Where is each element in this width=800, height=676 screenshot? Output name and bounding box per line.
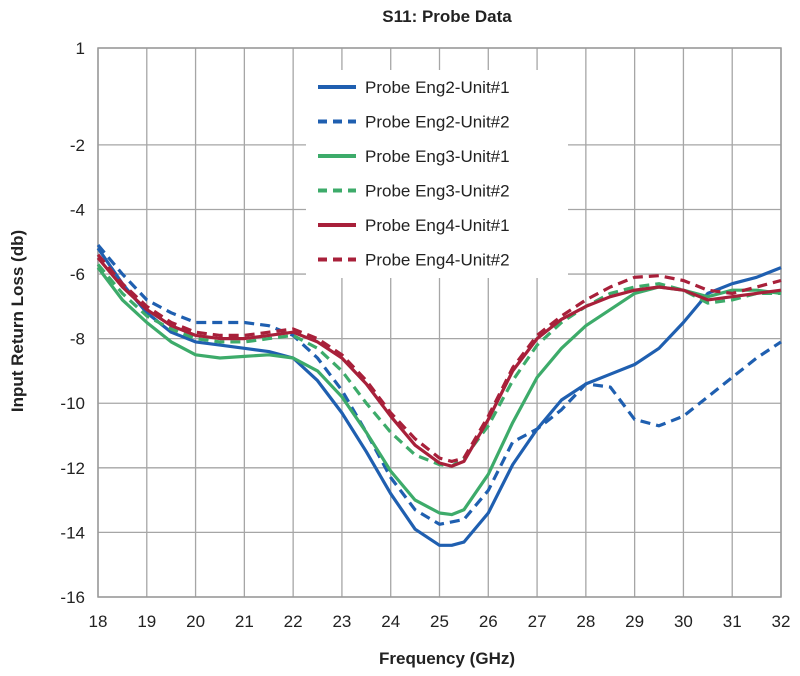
x-tick-label: 19 [137, 612, 156, 631]
series-line-1 [96, 247, 782, 547]
x-tick-label: 27 [528, 612, 547, 631]
series-line-2 [96, 243, 782, 526]
y-tick-label: 1 [76, 39, 85, 58]
y-axis-ticks: 1 -2 -4 -6 -8 -10 -12 -14 -16 [60, 39, 85, 607]
x-tick-label: 22 [284, 612, 303, 631]
x-tick-label: 21 [235, 612, 254, 631]
y-tick-label: -4 [70, 200, 85, 219]
y-tick-label: -16 [60, 588, 85, 607]
legend: Probe Eng2-Unit#1 Probe Eng2-Unit#2 Probe … [306, 70, 568, 278]
legend-label-6: Probe Eng4-Unit#2 [365, 251, 510, 270]
plot-frame [97, 47, 782, 598]
legend-label-1: Probe Eng2-Unit#1 [365, 78, 510, 97]
x-tick-label: 18 [89, 612, 108, 631]
series-line-5 [96, 256, 782, 468]
series-lines [96, 243, 782, 547]
y-tick-label: -14 [60, 523, 85, 542]
x-tick-label: 25 [430, 612, 449, 631]
legend-label-3: Probe Eng3-Unit#1 [365, 147, 510, 166]
x-tick-label: 30 [674, 612, 693, 631]
series-line-4 [96, 263, 781, 468]
chart-title: S11: Probe Data [382, 7, 512, 26]
y-tick-label: -10 [60, 394, 85, 413]
y-tick-label: -12 [60, 459, 85, 478]
legend-label-2: Probe Eng2-Unit#2 [365, 113, 510, 132]
x-tick-label: 26 [479, 612, 498, 631]
x-axis-ticks: 18 19 20 21 22 23 24 25 26 27 28 29 30 31 32 [89, 612, 791, 631]
x-tick-label: 32 [772, 612, 791, 631]
x-tick-label: 29 [625, 612, 644, 631]
legend-label-4: Probe Eng3-Unit#2 [365, 182, 510, 201]
x-tick-label: 28 [576, 612, 595, 631]
legend-label-5: Probe Eng4-Unit#1 [365, 216, 510, 235]
y-axis-label: Input Return Loss (db) [8, 230, 27, 412]
y-tick-label: -2 [70, 136, 85, 155]
x-tick-label: 23 [332, 612, 351, 631]
legend-background [306, 70, 568, 278]
x-tick-label: 24 [381, 612, 400, 631]
x-axis-label: Frequency (GHz) [379, 649, 515, 668]
x-tick-label: 31 [723, 612, 742, 631]
x-tick-label: 20 [186, 612, 205, 631]
series-line-6 [96, 253, 782, 463]
y-tick-label: -6 [70, 265, 85, 284]
y-tick-label: -8 [70, 330, 85, 349]
